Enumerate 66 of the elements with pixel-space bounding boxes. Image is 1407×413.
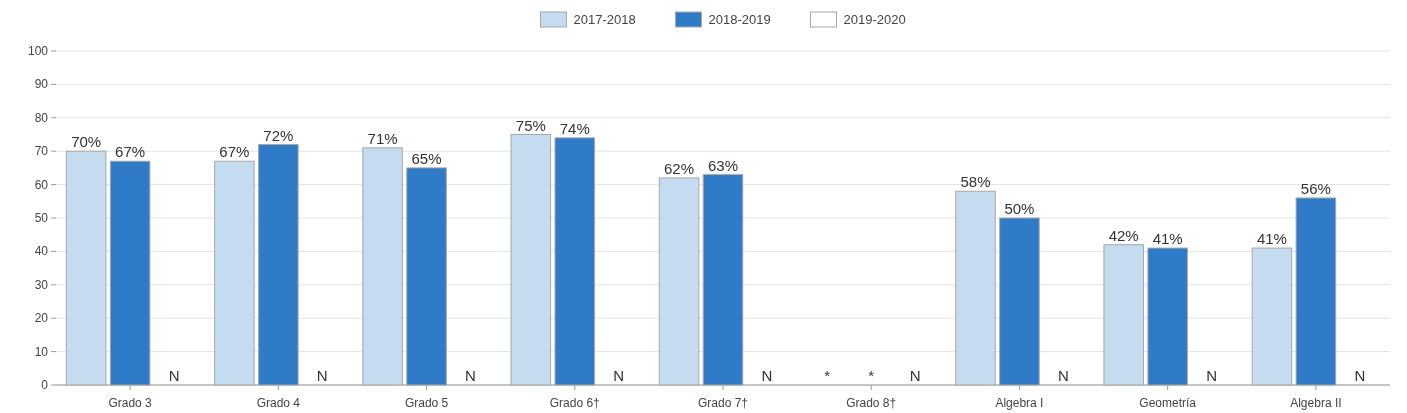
bar (1103, 244, 1144, 386)
bar (955, 190, 996, 386)
text: N (316, 367, 328, 384)
y-tick-label: 60 (34, 177, 49, 192)
data-label: 41% (1152, 230, 1183, 248)
y-tick-label: 50 (34, 211, 49, 225)
x-tick-label: Geometría (1139, 396, 1197, 410)
x-tick-label: Grado 7† (697, 396, 749, 410)
x-tick-label: Algebra I (995, 396, 1044, 410)
bar (999, 217, 1040, 386)
data-label: 42% (1108, 226, 1139, 244)
bar (65, 150, 107, 386)
x-tick-label: Grado 5 (404, 396, 449, 410)
y-tick-label: 0 (41, 378, 49, 392)
bar (1251, 247, 1293, 386)
bar (214, 160, 255, 386)
data-label: 58% (960, 173, 991, 191)
text: N (1057, 367, 1069, 384)
data-label: 67% (219, 143, 250, 161)
y-tick-label: 30 (34, 277, 49, 292)
bar (702, 174, 744, 386)
text: N (1354, 367, 1366, 384)
bar (658, 177, 700, 386)
data-label: 72% (263, 126, 294, 144)
text: N (465, 367, 476, 384)
x-tick-label: Grado 8† (846, 396, 897, 410)
bar (406, 167, 447, 386)
y-tick-label: 20 (34, 311, 49, 326)
text: N (1206, 367, 1218, 384)
text: * (824, 367, 831, 384)
x-tick-label: Grado 3 (108, 396, 153, 410)
data-label: 50% (1004, 200, 1035, 217)
text: * (868, 367, 875, 384)
y-tick-label: 90 (34, 77, 49, 92)
bar (362, 147, 403, 386)
x-tick-label: Grado 6† (549, 396, 600, 410)
data-label: 71% (367, 129, 398, 147)
x-tick-label: Algebra II (1290, 396, 1342, 410)
legend-label: 2019-2020 (843, 12, 906, 27)
bar (1147, 247, 1188, 386)
bar (258, 144, 299, 386)
bar (554, 137, 596, 386)
y-tick-label: 100 (27, 44, 49, 58)
text: N (909, 367, 921, 384)
text: N (613, 367, 625, 384)
data-label: 67% (115, 143, 146, 161)
data-label: 75% (515, 116, 546, 134)
legend-label: 2018-2019 (708, 12, 771, 27)
bar (1295, 197, 1337, 386)
data-label: 74% (559, 119, 590, 137)
bar (109, 160, 151, 386)
data-label: 70% (71, 133, 102, 151)
data-label: 65% (411, 149, 442, 167)
y-tick-label: 10 (34, 344, 49, 359)
legend-label: 2017-2018 (573, 12, 636, 27)
y-tick-label: 40 (34, 244, 49, 259)
x-tick-label: Grado 4 (256, 396, 301, 410)
data-label: 56% (1300, 179, 1331, 197)
data-label: 62% (664, 159, 695, 177)
text: N (761, 367, 773, 384)
text: N (168, 367, 180, 384)
data-label: 63% (707, 156, 739, 174)
y-tick-label: 70 (34, 144, 49, 159)
data-label: 41% (1256, 230, 1287, 248)
y-tick-label: 80 (34, 110, 49, 125)
bar (510, 134, 552, 386)
